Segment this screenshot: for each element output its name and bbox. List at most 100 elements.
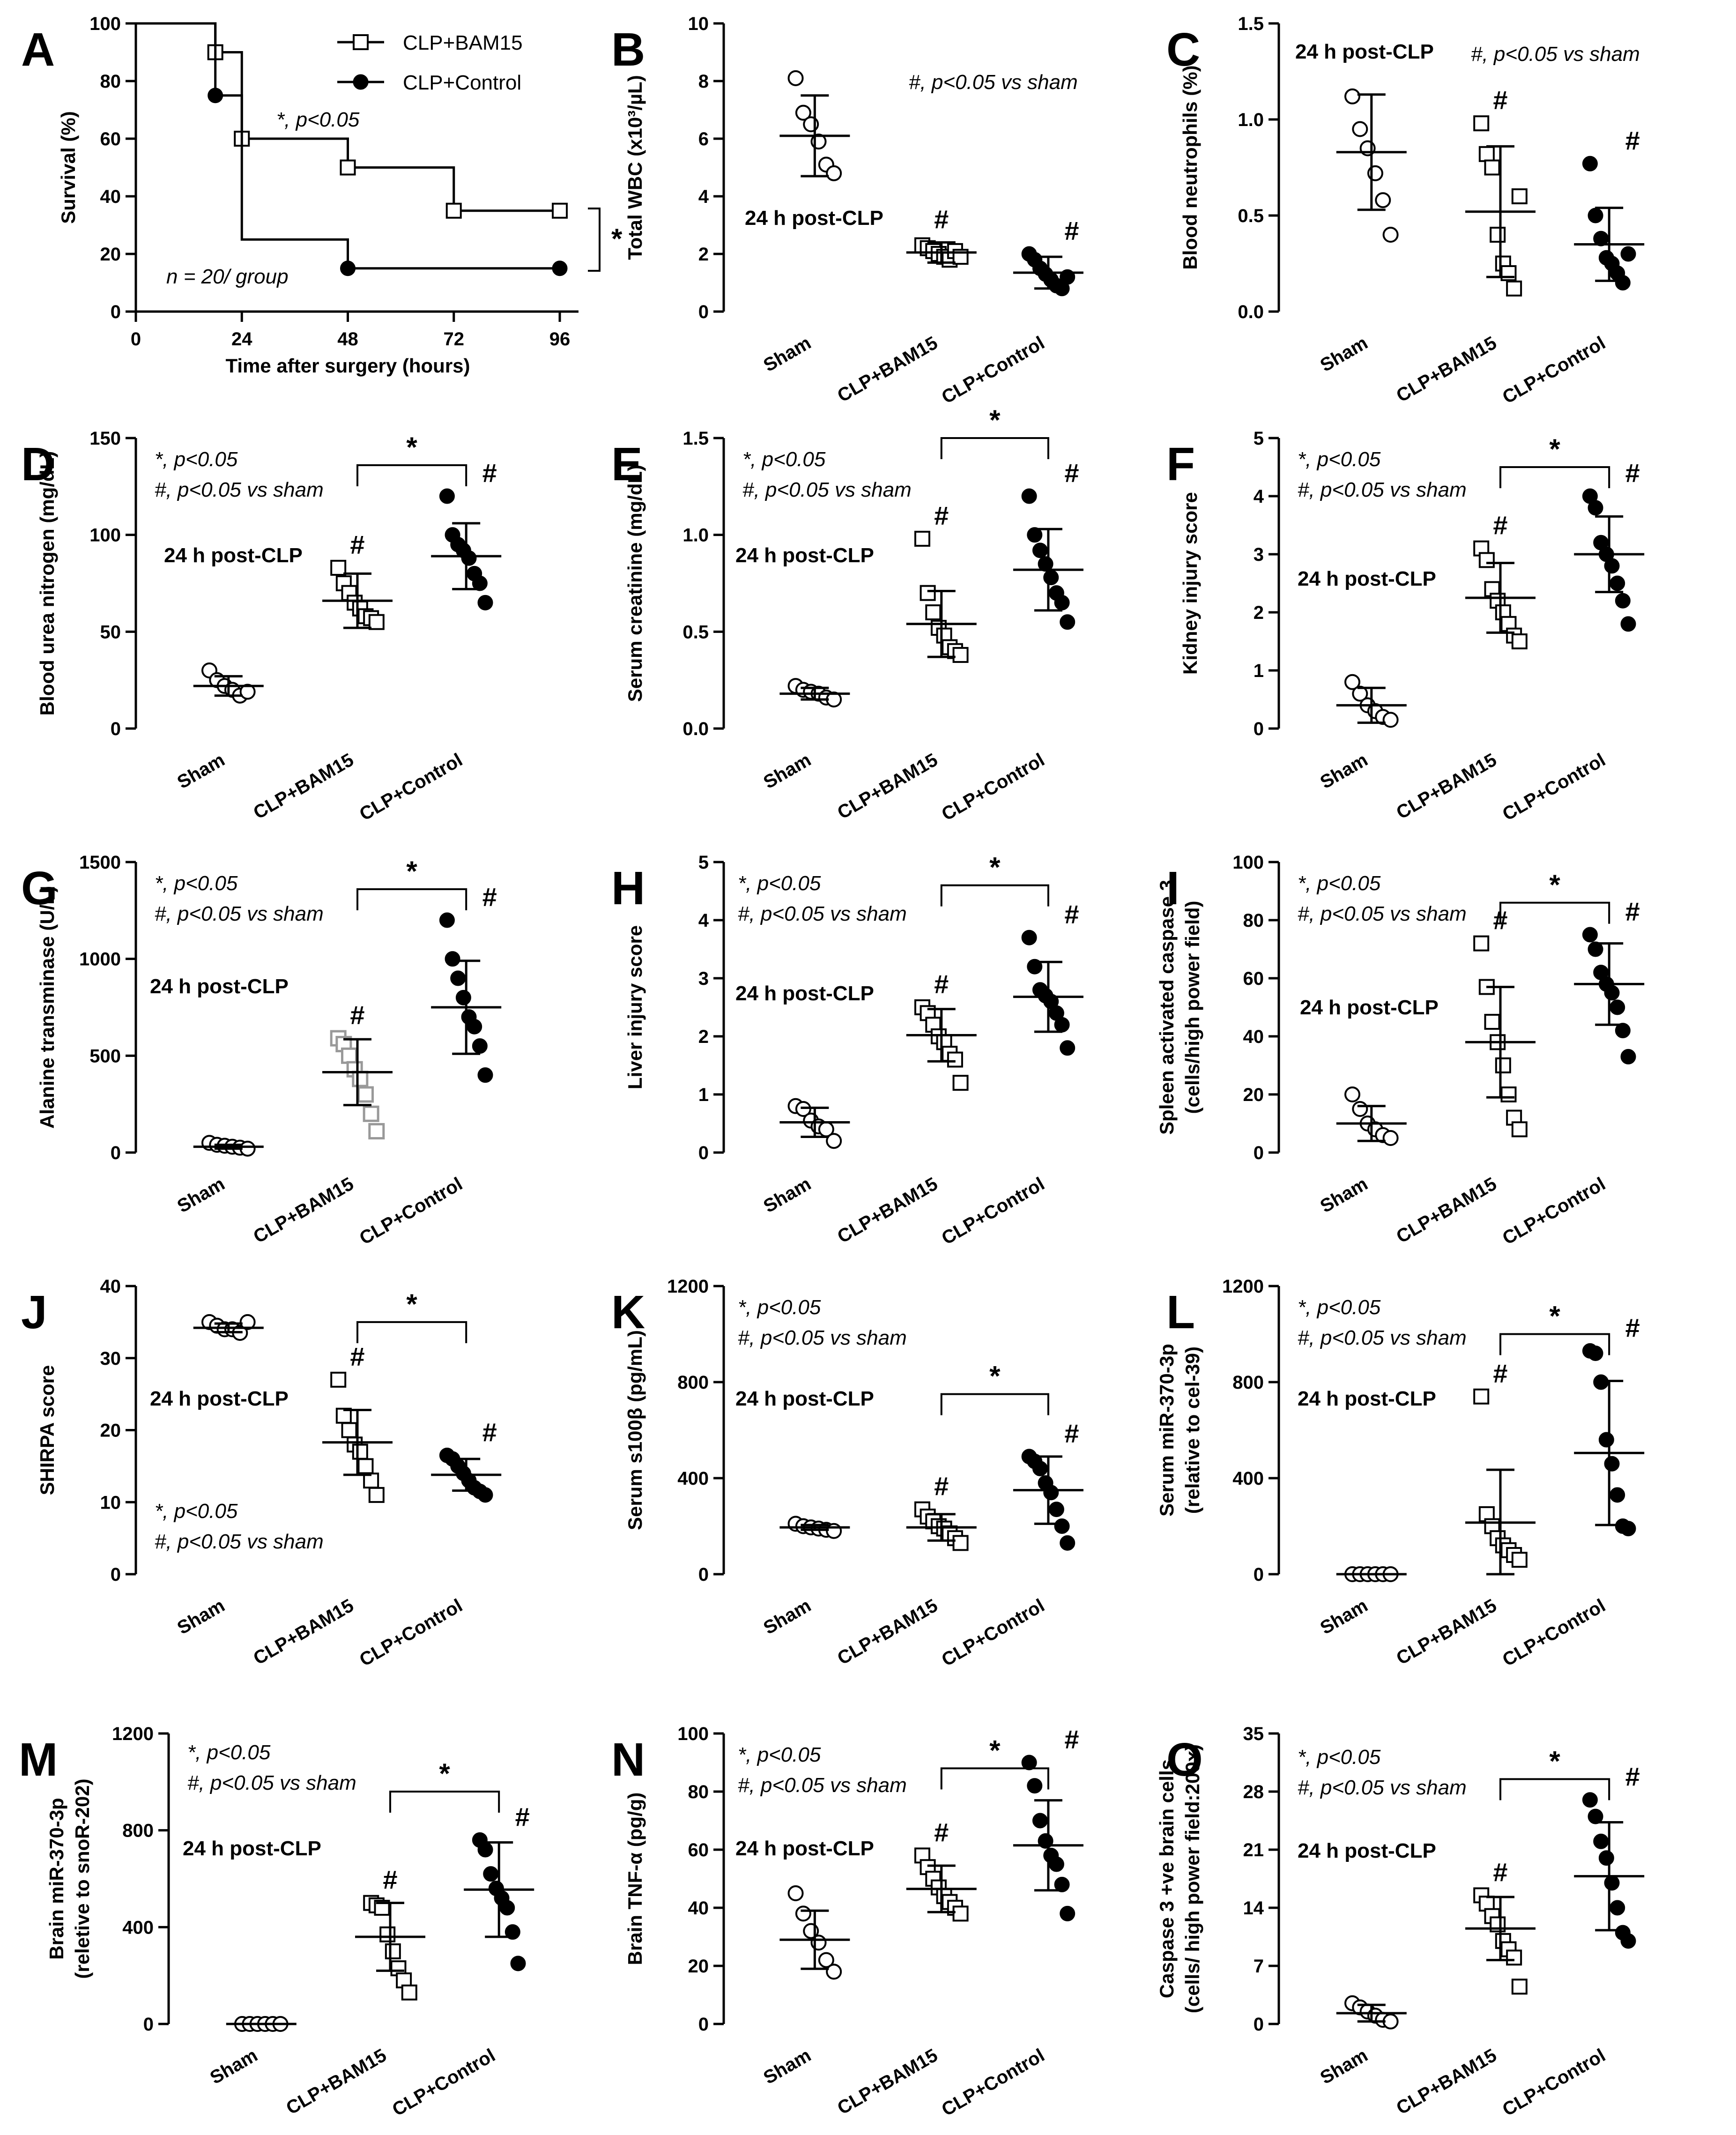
data-point <box>1054 1017 1070 1033</box>
significance-hash: # <box>1493 85 1507 115</box>
y-tick-label: 100 <box>89 525 121 546</box>
data-point <box>1478 146 1495 162</box>
data-point <box>1588 941 1603 957</box>
panel-annotation: #, p<0.05 vs sham <box>742 478 912 501</box>
data-point <box>477 595 493 610</box>
panel-annotation: *, p<0.05 <box>738 872 821 895</box>
panel-label: N <box>611 1733 645 1786</box>
data-point <box>1615 1023 1631 1039</box>
data-point <box>477 1067 493 1083</box>
y-axis-title-line2: (reletive to snoR-202) <box>71 1778 93 1979</box>
data-point <box>341 1047 358 1064</box>
data-point <box>1604 558 1620 574</box>
data-point <box>1352 685 1368 702</box>
panel-annotation: #, p<0.05 vs sham <box>1298 902 1467 925</box>
y-axis-title: Liver injury score <box>624 925 646 1089</box>
significance-star: * <box>406 431 417 463</box>
y-axis-title: Total WBC (x10³/µL) <box>624 75 646 260</box>
panel-annotation: #, p<0.05 vs sham <box>1298 1326 1467 1349</box>
data-point <box>1032 543 1048 558</box>
data-point <box>826 1964 842 1980</box>
significance-hash: # <box>1625 126 1640 155</box>
y-tick-label: 0 <box>1254 719 1264 739</box>
panel-annotation: 24 h post-CLP <box>1298 1387 1436 1410</box>
data-point <box>1588 500 1603 516</box>
x-group-label: CLP+Control <box>938 333 1048 408</box>
data-point <box>1604 1456 1620 1472</box>
x-group-label: CLP+Control <box>389 2045 499 2120</box>
y-tick-label: 4 <box>698 910 709 931</box>
data-point <box>826 1523 842 1539</box>
data-point <box>1352 121 1368 137</box>
data-point <box>330 559 347 576</box>
panel-annotation: 24 h post-CLP <box>150 975 289 998</box>
significance-hash: # <box>482 1417 497 1447</box>
data-point <box>363 1105 379 1122</box>
panel-label: F <box>1166 438 1195 491</box>
survival-point <box>445 202 462 219</box>
x-group-label: Sham <box>760 2045 815 2089</box>
y-axis-title: Kidney injury score <box>1179 492 1201 675</box>
panel-annotation: #, p<0.05 vs sham <box>1471 43 1640 66</box>
panel-o: O 0 7 14 21 28 35 Caspase 3 +ve brain cells (cel… <box>1156 1724 1645 2120</box>
panel-annotation: *, p<0.05 <box>276 108 360 131</box>
x-group-label: CLP+Control <box>1499 333 1609 408</box>
panel-annotation: 24 h post-CLP <box>150 1387 289 1410</box>
panel-annotation: *, p<0.05 <box>155 448 238 471</box>
panel-annotation: #, p<0.05 vs sham <box>155 478 324 501</box>
x-group-label: Sham <box>1317 1174 1371 1217</box>
data-point <box>1620 246 1636 262</box>
significance-bracket <box>588 208 601 272</box>
panel-annotation: #, p<0.05 vs sham <box>155 902 324 925</box>
panel-a: A 0 20 40 60 80 100 Survival (%) 0 24 48 72 96 Time a… <box>21 14 623 377</box>
data-point <box>1511 1552 1528 1568</box>
data-point <box>1382 712 1399 728</box>
panel-h: H 0 1 2 3 4 5 Liver injury score Sham CLP+BAM15 # C… <box>611 852 1083 1249</box>
significance-bracket <box>1499 1333 1610 1355</box>
x-group-label: CLP+BAM15 <box>834 333 941 407</box>
significance-bracket <box>940 1393 1049 1415</box>
y-tick-label: 0 <box>111 1564 121 1585</box>
significance-hash: # <box>1625 1313 1640 1342</box>
y-tick-label: 400 <box>677 1468 709 1489</box>
x-group-label: CLP+Control <box>1499 2045 1609 2120</box>
legend-label: CLP+Control <box>403 71 521 94</box>
data-point <box>239 1314 256 1330</box>
y-tick-label: 0 <box>1254 2014 1264 2035</box>
data-point <box>439 912 455 928</box>
x-group-label: Sham <box>760 1174 815 1217</box>
significance-hash: # <box>1064 1725 1079 1754</box>
data-point <box>357 1458 374 1474</box>
panel-annotation: 24 h post-CLP <box>1300 996 1439 1019</box>
data-point <box>1032 1461 1048 1476</box>
data-point <box>1610 1487 1625 1503</box>
significance-hash: # <box>482 882 497 912</box>
x-group-label: CLP+BAM15 <box>1393 750 1500 824</box>
y-tick-label: 0.0 <box>683 719 709 739</box>
y-tick-label: 7 <box>1254 1956 1264 1977</box>
y-tick-label: 60 <box>688 1840 709 1860</box>
panel-annotation: #, p<0.05 vs sham <box>187 1771 356 1794</box>
data-point <box>1598 1432 1614 1448</box>
y-tick-label: 4 <box>1254 486 1264 507</box>
significance-hash: # <box>1625 458 1640 488</box>
x-group-label: Sham <box>174 1174 228 1217</box>
data-point <box>1620 1049 1636 1064</box>
x-group-label: CLP+BAM15 <box>834 750 941 824</box>
significance-star: * <box>989 852 1001 883</box>
y-tick-label: 0 <box>698 302 709 322</box>
y-tick-label: 20 <box>100 1421 121 1441</box>
panel-annotation: 24 h post-CLP <box>183 1837 321 1860</box>
data-point <box>787 70 804 86</box>
panel-annotation: #, p<0.05 vs sham <box>1298 1776 1467 1799</box>
x-tick-label: 96 <box>549 329 571 350</box>
y-tick-label: 1000 <box>79 949 121 970</box>
y-tick-label: 0 <box>111 719 121 739</box>
y-axis-title: Alanine transminase (U/L) <box>36 886 58 1129</box>
data-point <box>330 1371 347 1388</box>
significance-star: * <box>439 1758 450 1789</box>
data-point <box>1027 527 1043 543</box>
legend-marker <box>353 34 369 50</box>
x-group-label: CLP+BAM15 <box>1393 333 1500 407</box>
panel-annotation: *, p<0.05 <box>155 872 238 895</box>
